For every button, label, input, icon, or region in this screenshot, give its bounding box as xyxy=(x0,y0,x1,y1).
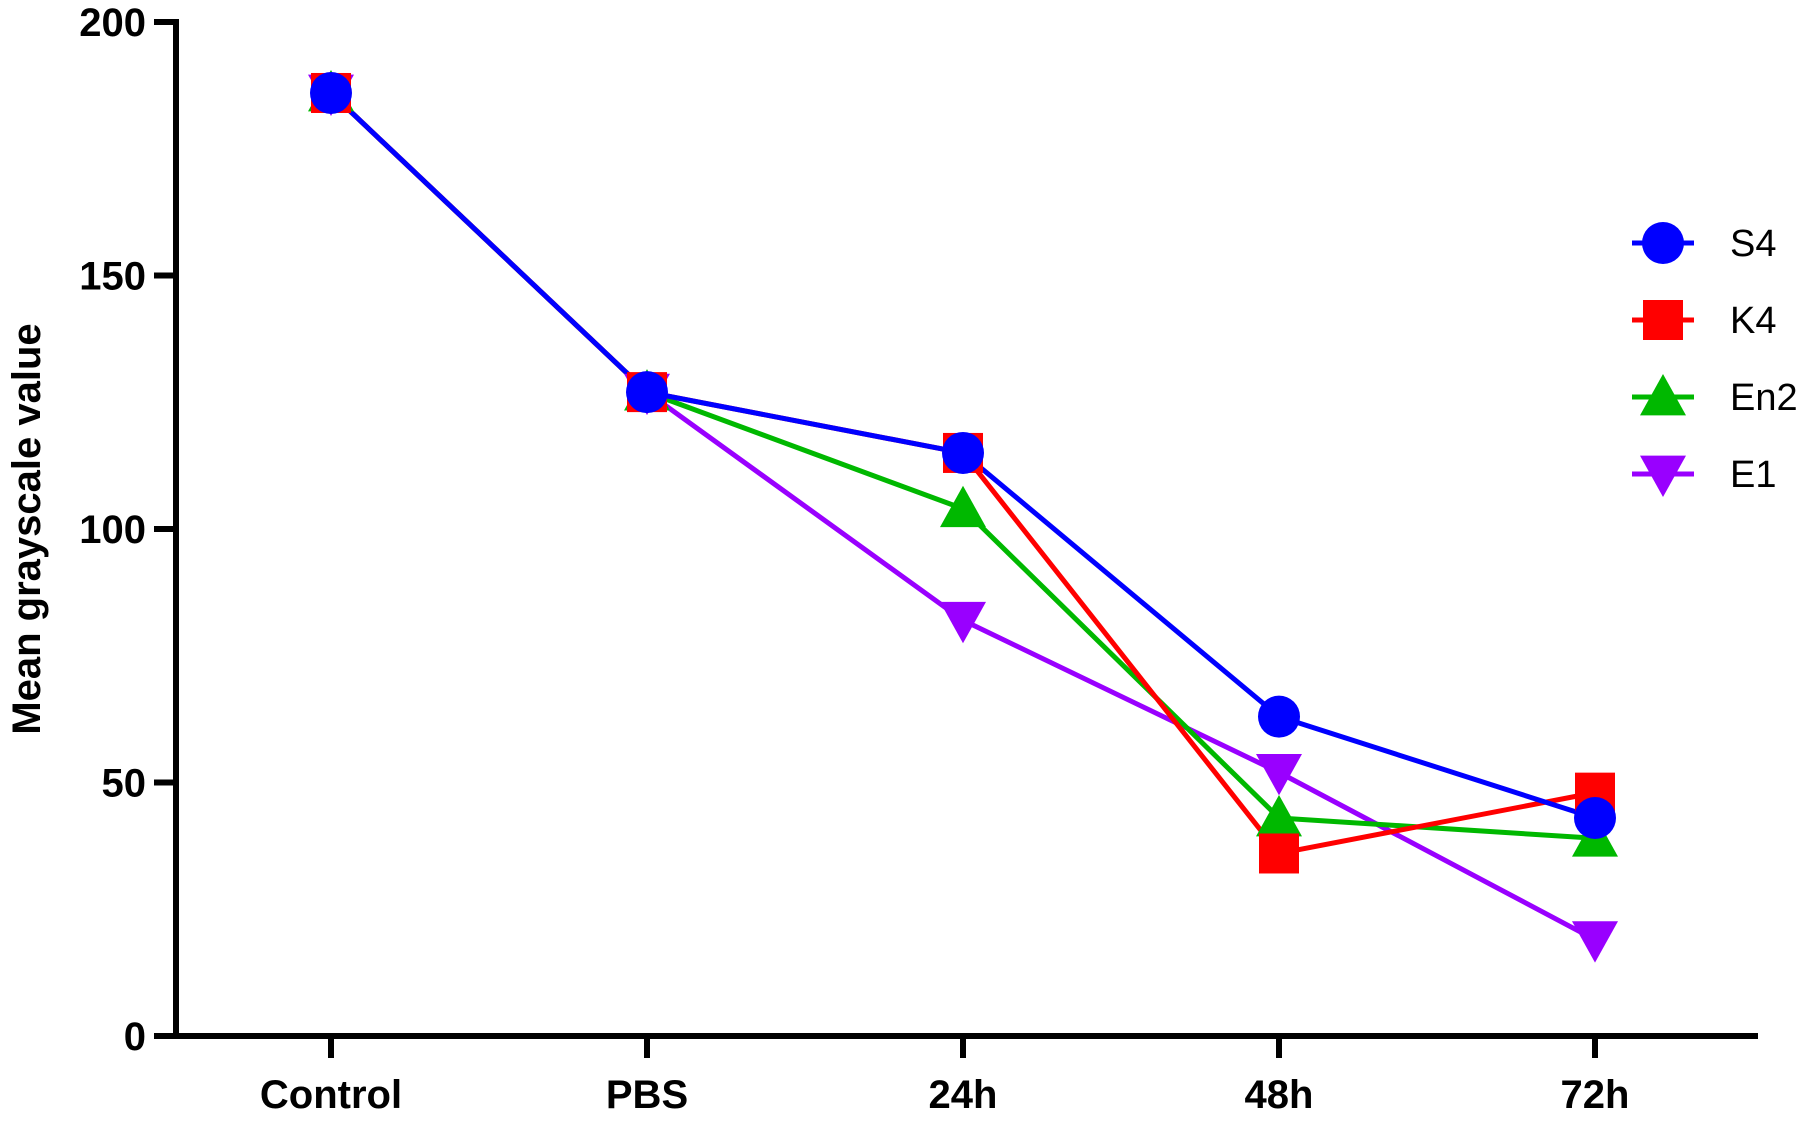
y-tick-label-150: 150 xyxy=(79,255,146,299)
marker-en2-24h xyxy=(940,485,986,528)
legend-item-e1: E1 xyxy=(1632,454,1776,497)
y-axis-title: Mean grayscale value xyxy=(5,323,49,734)
legend-marker-k4 xyxy=(1643,300,1683,340)
legend-item-en2: En2 xyxy=(1632,374,1798,419)
y-tick-label-0: 0 xyxy=(124,1015,146,1059)
x-tick-label-Control: Control xyxy=(260,1073,402,1117)
legend-label-en2: En2 xyxy=(1730,377,1798,419)
marker-e1-48h xyxy=(1256,753,1302,796)
marker-e1-24h xyxy=(940,601,986,644)
marker-k4-48h xyxy=(1259,833,1299,874)
legend-marker-e1 xyxy=(1640,455,1686,497)
legend-label-k4: K4 xyxy=(1730,300,1776,342)
legend-marker-s4 xyxy=(1642,222,1684,264)
legend-marker-en2 xyxy=(1640,374,1686,416)
axes: 0 50 100 150 200 Control PBS 24h 48h 72h Mean gray… xyxy=(5,1,1758,1117)
y-tick-label-50: 50 xyxy=(102,762,147,806)
x-tick-label-72h: 72h xyxy=(1561,1073,1630,1117)
x-tick-label-24h: 24h xyxy=(929,1073,998,1117)
x-tick-label-PBS: PBS xyxy=(606,1073,688,1117)
marker-s4-pbs xyxy=(626,371,668,414)
legend-label-e1: E1 xyxy=(1730,454,1776,496)
marker-s4-72h xyxy=(1574,796,1616,839)
series-markers xyxy=(308,69,1618,963)
marker-s4-48h xyxy=(1258,695,1300,738)
marker-en2-48h xyxy=(1256,794,1302,837)
marker-s4-control xyxy=(310,71,352,114)
y-tick-label-200: 200 xyxy=(79,1,146,45)
legend-item-s4: S4 xyxy=(1632,222,1776,265)
legend-item-k4: K4 xyxy=(1632,300,1776,342)
marker-s4-24h xyxy=(942,431,984,474)
legend-label-s4: S4 xyxy=(1730,223,1776,265)
legend: S4 K4 En2 E1 xyxy=(1632,222,1798,497)
marker-e1-72h xyxy=(1572,921,1618,963)
x-tick-label-48h: 48h xyxy=(1245,1073,1314,1117)
y-tick-label-100: 100 xyxy=(79,508,146,552)
